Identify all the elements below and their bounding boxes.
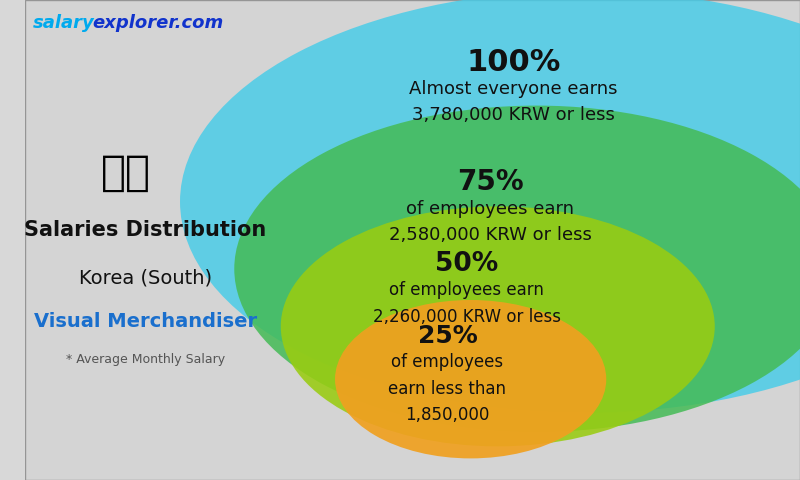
Text: 2,260,000 KRW or less: 2,260,000 KRW or less	[373, 308, 561, 326]
Text: 50%: 50%	[435, 251, 498, 277]
Text: of employees earn: of employees earn	[390, 281, 544, 300]
Text: * Average Monthly Salary: * Average Monthly Salary	[66, 353, 225, 367]
Text: 2,580,000 KRW or less: 2,580,000 KRW or less	[389, 226, 591, 244]
Text: 25%: 25%	[418, 324, 478, 348]
Text: 3,780,000 KRW or less: 3,780,000 KRW or less	[412, 106, 614, 124]
Ellipse shape	[180, 0, 800, 413]
Text: 75%: 75%	[457, 168, 523, 196]
Ellipse shape	[234, 106, 800, 432]
Text: Korea (South): Korea (South)	[78, 269, 212, 288]
Text: of employees: of employees	[391, 353, 503, 372]
Ellipse shape	[335, 300, 606, 458]
Text: Visual Merchandiser: Visual Merchandiser	[34, 312, 257, 331]
Text: Salaries Distribution: Salaries Distribution	[24, 220, 266, 240]
Text: 🇰🇷: 🇰🇷	[101, 152, 150, 194]
Text: 100%: 100%	[466, 48, 561, 77]
Text: salary: salary	[33, 14, 94, 33]
Text: earn less than: earn less than	[388, 380, 506, 398]
Text: 1,850,000: 1,850,000	[405, 406, 490, 424]
Ellipse shape	[281, 206, 714, 446]
Text: Almost everyone earns: Almost everyone earns	[409, 80, 618, 98]
FancyBboxPatch shape	[25, 0, 800, 480]
Text: of employees earn: of employees earn	[406, 200, 574, 218]
Text: explorer.com: explorer.com	[93, 14, 224, 33]
